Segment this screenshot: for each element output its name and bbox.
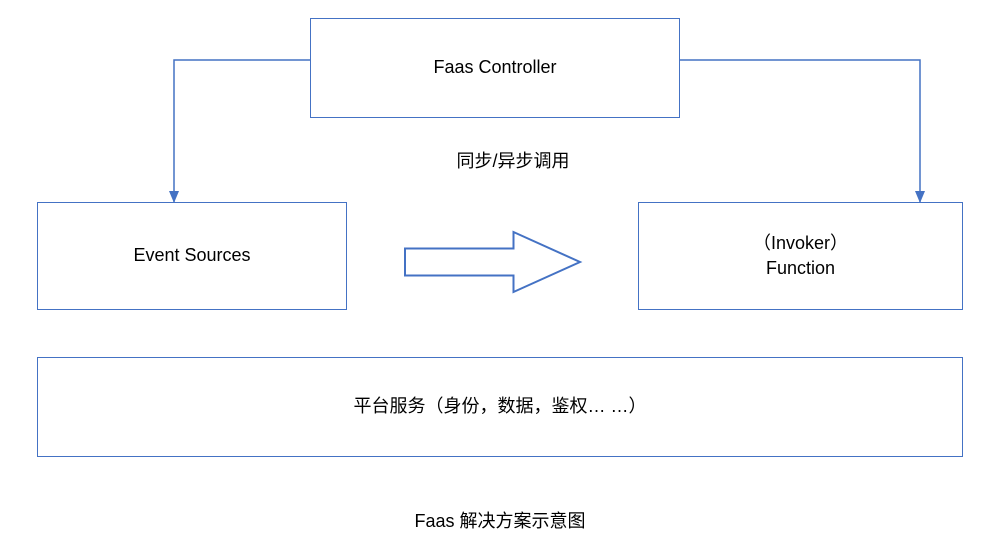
node-label: （Invoker） Function — [753, 231, 848, 281]
block-arrow-event-to-invoker — [405, 232, 580, 292]
node-label: Event Sources — [133, 243, 250, 268]
node-label: Faas Controller — [433, 55, 556, 80]
node-platform-services: 平台服务（身份，数据，鉴权… …） — [37, 357, 963, 457]
node-event-sources: Event Sources — [37, 202, 347, 310]
caption-text: Faas 解决方案示意图 — [414, 511, 585, 531]
edge-label-sync-async: 同步/异步调用 — [443, 147, 583, 173]
arrow-controller-to-invoker — [680, 60, 920, 202]
node-invoker-function: （Invoker） Function — [638, 202, 963, 310]
edge-label-text: 同步/异步调用 — [456, 151, 569, 171]
arrow-controller-to-event-sources — [174, 60, 310, 202]
diagram-caption: Faas 解决方案示意图 — [350, 507, 650, 533]
node-faas-controller: Faas Controller — [310, 18, 680, 118]
node-label: 平台服务（身份，数据，鉴权… …） — [354, 394, 647, 419]
